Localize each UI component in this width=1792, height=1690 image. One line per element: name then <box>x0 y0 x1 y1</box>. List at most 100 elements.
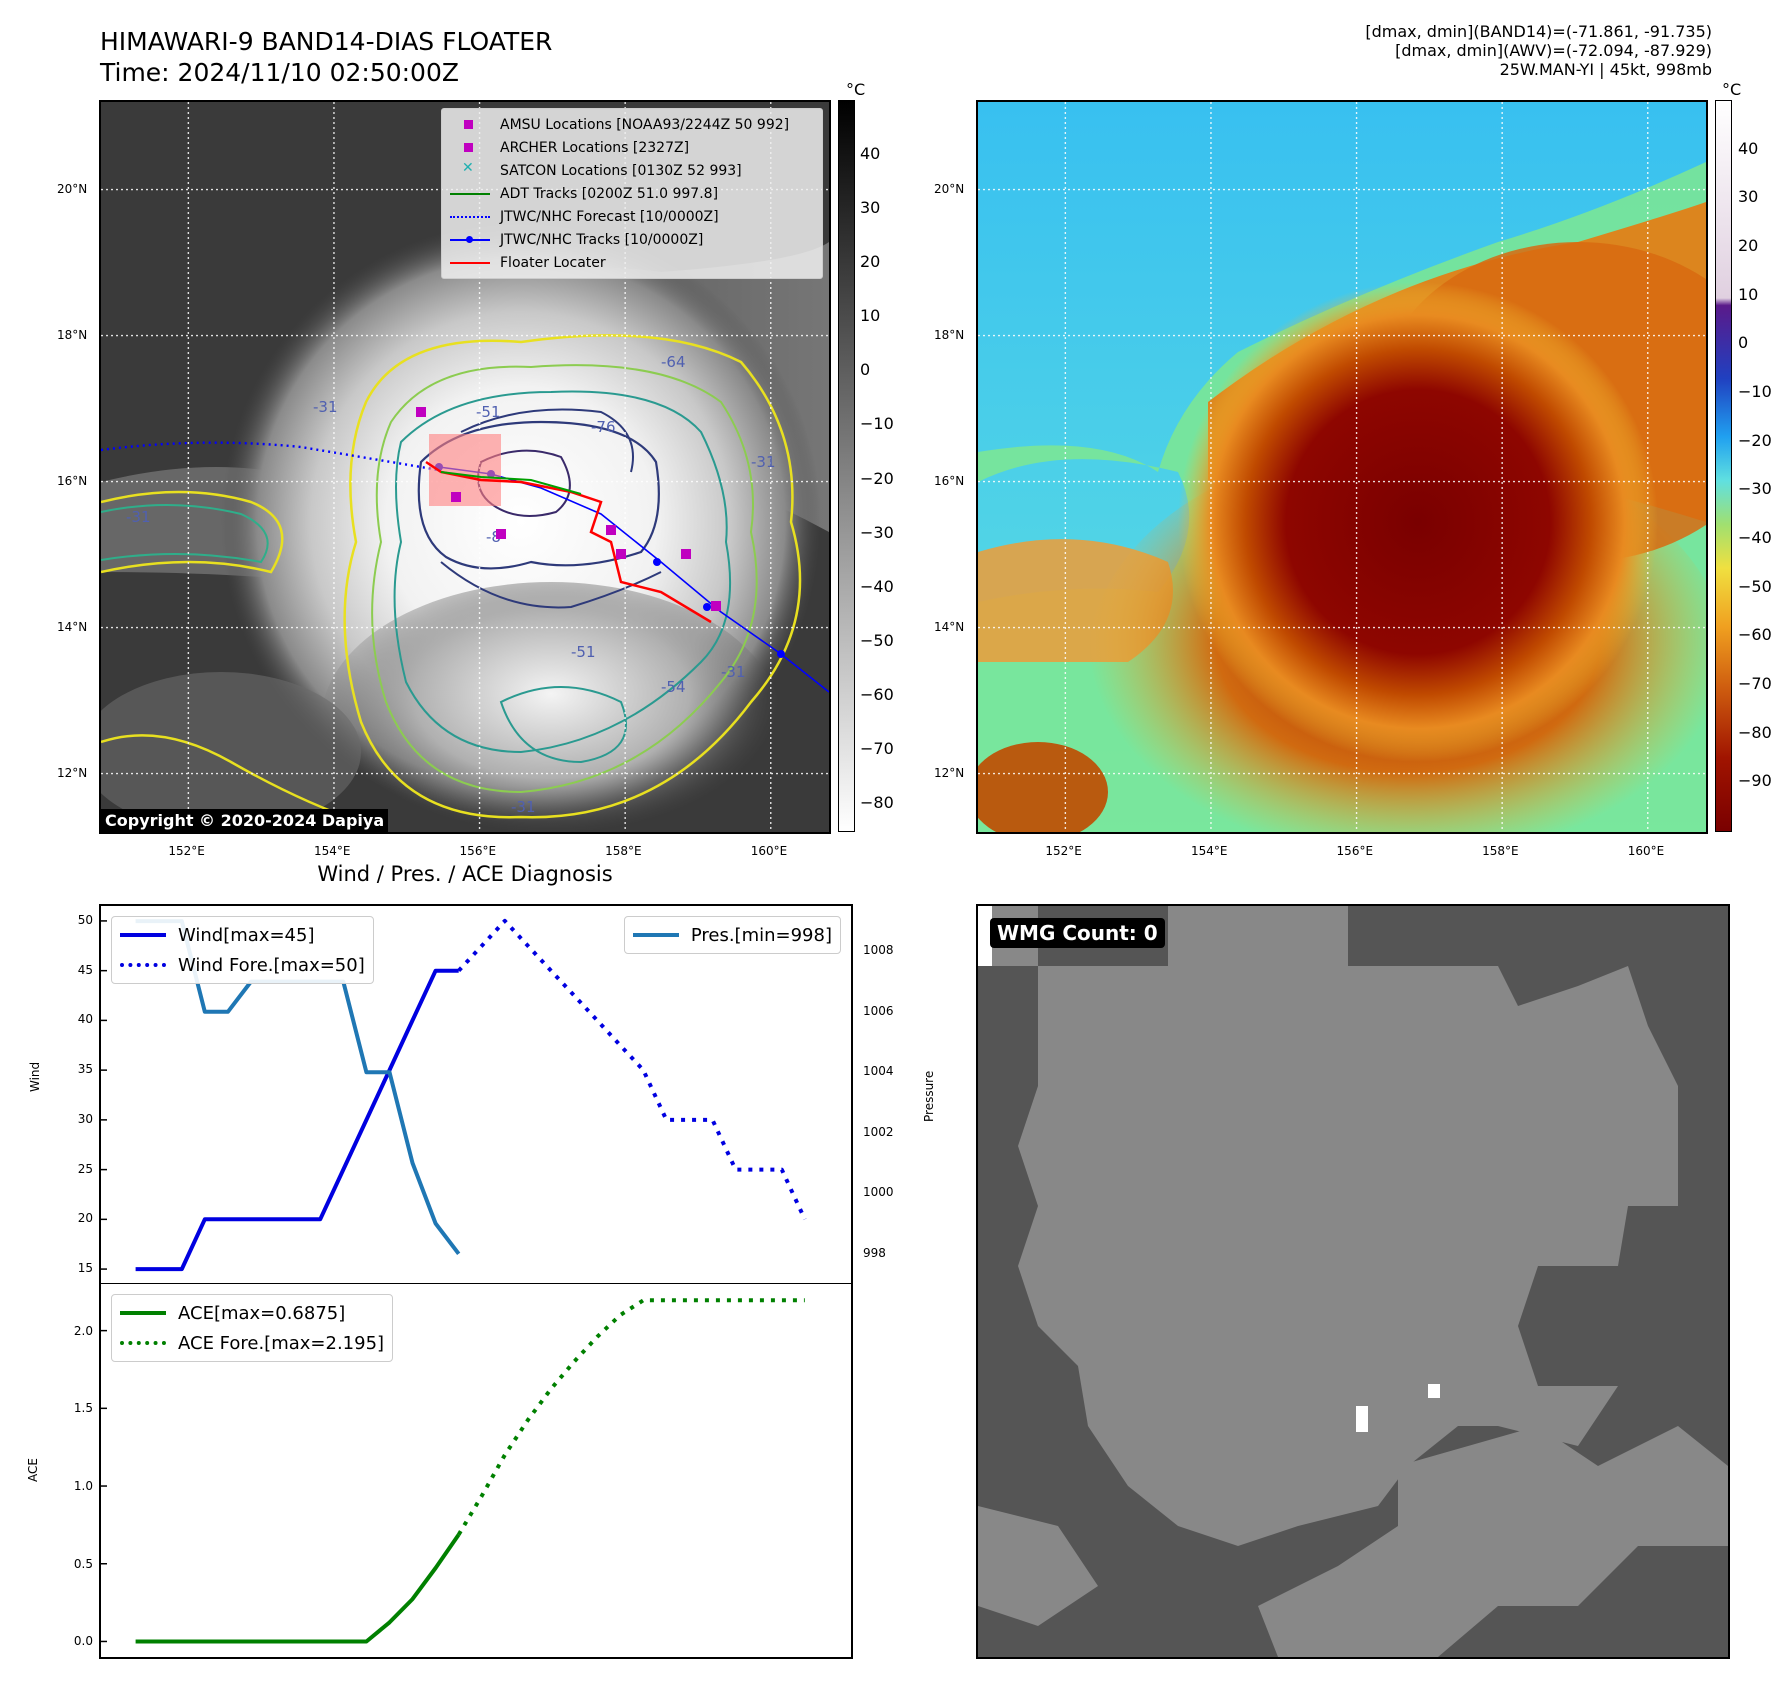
contour-label: -31 <box>313 398 338 416</box>
longitude-tick-label: 152°E <box>1045 844 1082 858</box>
amsu-archer-location <box>616 549 626 559</box>
colorbar-tick-label: 40 <box>860 144 881 164</box>
colorbar-tick-label: −60 <box>860 684 894 704</box>
longitude-tick-label: 154°E <box>1190 844 1228 858</box>
latitude-tick-label: 14°N <box>57 619 88 634</box>
ace-legend-label: ACE[max=0.6875] <box>178 1302 346 1324</box>
contour-label: -31 <box>126 508 151 526</box>
y-tick-label: 0.5 <box>73 1556 93 1571</box>
contour-label: -51 <box>571 643 596 661</box>
contour-label: -31 <box>751 453 776 471</box>
colorbar-tick-label: −30 <box>1738 479 1772 499</box>
amsu-archer-location <box>681 549 691 559</box>
jtwc-track-point <box>653 558 661 566</box>
latitude-tick-label: 20°N <box>57 181 88 196</box>
y-tick-label: 50 <box>77 912 93 927</box>
map-legend-symbol <box>450 187 490 201</box>
ace-plot <box>101 1298 805 1644</box>
y-tick-label: 0.0 <box>73 1634 93 1649</box>
colorbar-tick-label: −90 <box>1738 771 1772 791</box>
y-tick-label: 40 <box>77 1012 93 1027</box>
wmg-imagery <box>978 906 1728 1657</box>
longitude-tick-label: 160°E <box>750 844 788 858</box>
map-legend-label: AMSU Locations [NOAA93/2244Z 50 992] <box>500 116 790 133</box>
pressure-legend-label: Pres.[min=998] <box>690 924 832 946</box>
ace-legend: ACE[max=0.6875] ACE Fore.[max=2.195] <box>111 1294 394 1362</box>
jtwc-track-point <box>777 650 785 658</box>
y-right-tick-label: 1002 <box>863 1124 894 1139</box>
map-legend-item: JTWC/NHC Tracks [10/0000Z] <box>450 228 814 251</box>
ace-chart: ACE[max=0.6875] ACE Fore.[max=2.195] <box>99 1283 853 1659</box>
jtwc-track-point <box>703 603 711 611</box>
colorbar-tick-label: −50 <box>860 630 894 650</box>
ace-axis-label: ACE <box>26 1458 40 1482</box>
series-line-ace-max-0-6875- <box>135 1533 461 1644</box>
map-legend: AMSU Locations [NOAA93/2244Z 50 992] ARCH… <box>441 108 823 279</box>
colorbar-tick-label: 20 <box>860 252 881 272</box>
colorbar-tick-label: −70 <box>860 738 894 758</box>
intensity-info: [dmax, dmin](BAND14)=(-71.861, -91.735) … <box>1365 22 1712 79</box>
map-legend-label: JTWC/NHC Forecast [10/0000Z] <box>500 208 719 225</box>
map-legend-item: JTWC/NHC Forecast [10/0000Z] <box>450 205 814 228</box>
right-colorbar <box>1715 100 1732 832</box>
map-legend-symbol: ✕ <box>462 159 474 176</box>
amsu-archer-location <box>416 407 426 417</box>
map-legend-label: Floater Locater <box>500 254 606 271</box>
colorbar-tick-label: −80 <box>1738 722 1772 742</box>
wind-legend-swatch <box>120 933 166 937</box>
latitude-tick-label: 18°N <box>57 327 88 342</box>
y-tick-label: 20 <box>77 1211 93 1226</box>
y-right-tick-label: 1008 <box>863 943 894 958</box>
colorbar-tick-label: −60 <box>1738 625 1772 645</box>
map-legend-symbol <box>450 141 490 155</box>
map-legend-symbol <box>450 210 490 224</box>
map-legend-symbol <box>450 118 490 132</box>
colorbar-tick-label: 10 <box>1738 284 1759 304</box>
map-legend-item: ARCHER Locations [2327Z] <box>450 136 814 159</box>
longitude-tick-label: 156°E <box>1336 844 1374 858</box>
series-line-ace-fore-max-2-195- <box>456 1298 805 1536</box>
ace-legend-swatch <box>120 1311 166 1315</box>
colorbar-tick-label: −10 <box>860 414 894 434</box>
colorbar-tick-label: −50 <box>1738 576 1772 596</box>
wmg-count-label: WMG Count: 0 <box>990 918 1165 948</box>
map-legend-item: ADT Tracks [0200Z 51.0 997.8] <box>450 182 814 205</box>
latitude-tick-label: 16°N <box>934 473 965 488</box>
contour-label: -76 <box>591 418 616 436</box>
colorbar-tick-label: 20 <box>1738 236 1759 255</box>
map-legend-item: Floater Locater <box>450 251 814 274</box>
wind-legend: Wind[max=45] Wind Fore.[max=50] <box>111 916 374 984</box>
right-colorbar-unit: °C <box>1722 80 1742 99</box>
latitude-tick-label: 20°N <box>934 181 965 196</box>
longitude-tick-label: 158°E <box>605 844 642 858</box>
map-legend-label: ADT Tracks [0200Z 51.0 997.8] <box>500 185 719 202</box>
info-line-1: [dmax, dmin](BAND14)=(-71.861, -91.735) <box>1365 22 1712 41</box>
map-legend-item: AMSU Locations [NOAA93/2244Z 50 992] <box>450 113 814 136</box>
latitude-tick-label: 12°N <box>57 765 88 780</box>
diagnosis-chart-title: Wind / Pres. / ACE Diagnosis <box>317 862 613 886</box>
colorbar-tick-label: −10 <box>1738 382 1772 401</box>
wmg-map: WMG Count: 0 <box>976 904 1730 1659</box>
contour-label: -31 <box>511 798 536 816</box>
colorbar-tick-label: −80 <box>860 792 894 812</box>
colorbar-tick-label: 30 <box>860 198 881 218</box>
amsu-archer-location <box>606 525 616 535</box>
colorbar-tick-label: 40 <box>1738 138 1759 158</box>
colorbar-tick-label: 30 <box>1738 187 1759 207</box>
map-legend-label: SATCON Locations [0130Z 52 993] <box>500 162 742 179</box>
longitude-tick-label: 160°E <box>1627 844 1665 858</box>
ir-grayscale-map: -31 -51 -64 -76 -8 -31 -51 -31 -31 -31 -… <box>99 100 831 834</box>
contour-label: -31 <box>721 663 746 681</box>
map-legend-label: JTWC/NHC Tracks [10/0000Z] <box>500 231 704 248</box>
adt-track <box>440 471 582 495</box>
y-right-tick-label: 1004 <box>863 1064 894 1079</box>
wind-pressure-chart: Wind[max=45] Wind Fore.[max=50] Pres.[mi… <box>99 904 853 1284</box>
info-line-2: [dmax, dmin](AWV)=(-72.094, -87.929) <box>1395 41 1712 60</box>
latitude-tick-label: 14°N <box>934 619 965 634</box>
colorbar-tick-label: −40 <box>860 576 894 596</box>
longitude-tick-label: 154°E <box>313 844 351 858</box>
y-tick-label: 2.0 <box>73 1323 93 1338</box>
wind-forecast-legend-label: Wind Fore.[max=50] <box>178 954 365 976</box>
contour-label: -64 <box>661 353 686 371</box>
pressure-axis-label: Pressure <box>922 1070 936 1122</box>
